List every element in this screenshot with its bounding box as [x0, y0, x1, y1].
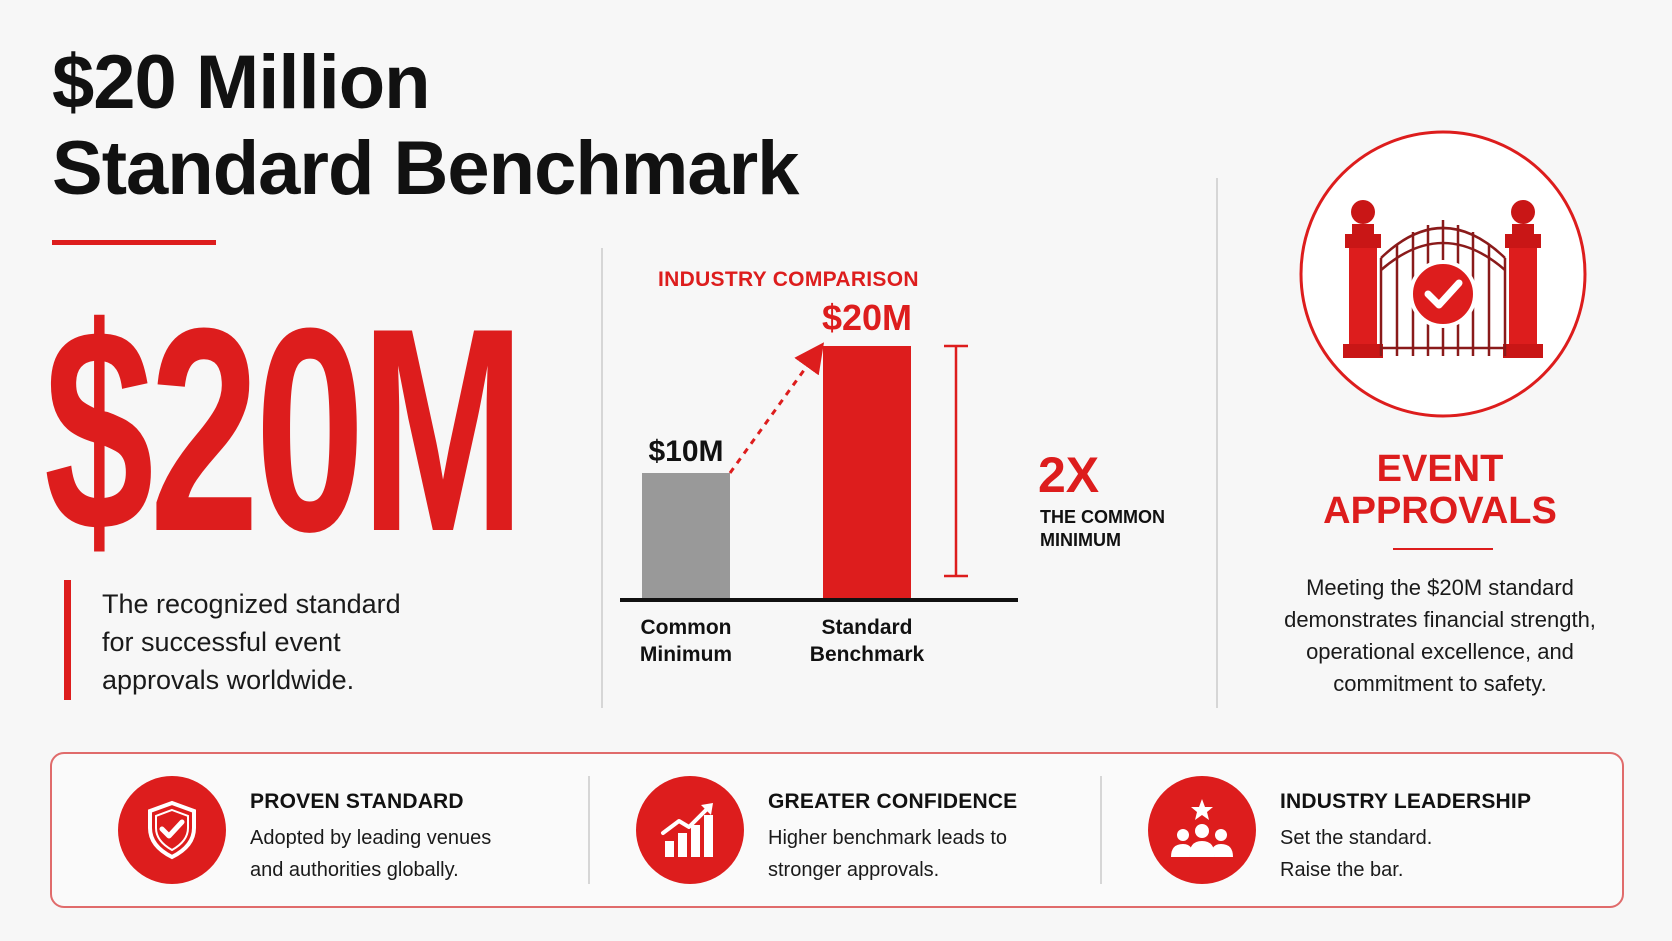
- approvals-desc-line1: Meeting the $20M standard: [1306, 575, 1574, 600]
- feature-separator: [588, 776, 590, 884]
- approvals-desc-line3: operational excellence, and: [1306, 639, 1574, 664]
- column-divider-right: [1216, 178, 1218, 708]
- category-label: Benchmark: [810, 643, 925, 666]
- ratio-label-line2: MINIMUM: [1040, 530, 1121, 550]
- hero-desc-line2: for successful event: [102, 627, 341, 657]
- category-label: Standard: [821, 616, 912, 639]
- bar-1: [823, 346, 911, 600]
- feature-title: GREATER CONFIDENCE: [768, 790, 1018, 813]
- feature-text-line2: and authorities globally.: [250, 859, 459, 881]
- bar-value-label: $10M: [648, 435, 723, 468]
- column-divider-left: [601, 248, 603, 708]
- feature-text-line1: Higher benchmark leads to: [768, 827, 1008, 849]
- ratio-bracket: [944, 344, 968, 578]
- comparison-chart: $10M Common Minimum $20M Standard Benchmark 2…: [620, 300, 1165, 666]
- hero-description: The recognized standard for successful e…: [102, 585, 502, 699]
- approvals-description: Meeting the $20M standard demonstrates f…: [1240, 572, 1640, 700]
- approvals-desc-line4: commitment to safety.: [1333, 671, 1547, 696]
- title-underline: [52, 240, 216, 245]
- page-title-line1: $20 Million: [52, 40, 431, 125]
- feature-text-line2: Raise the bar.: [1280, 859, 1404, 881]
- shield-check-icon: [118, 776, 226, 884]
- chart-heading: INDUSTRY COMPARISON: [658, 268, 919, 291]
- category-label: Minimum: [640, 643, 732, 666]
- growth-chart-icon: [636, 776, 744, 884]
- approvals-title-line1: EVENT: [1376, 448, 1504, 490]
- approvals-underline: [1393, 548, 1493, 550]
- feature-text: Higher benchmark leads to stronger appro…: [768, 822, 1007, 886]
- hero-accent-bar: [64, 580, 71, 700]
- feature-title: PROVEN STANDARD: [250, 790, 464, 813]
- feature-text-line2: stronger approvals.: [768, 859, 940, 881]
- feature-panel: PROVEN STANDARD Adopted by leading venue…: [50, 752, 1624, 908]
- category-label: Common: [641, 616, 732, 639]
- bar-value-label: $20M: [822, 300, 912, 338]
- feature-greater-confidence: GREATER CONFIDENCE Higher benchmark lead…: [592, 754, 1112, 906]
- hero-desc-line1: The recognized standard: [102, 589, 401, 619]
- trend-arrow: [728, 342, 825, 474]
- feature-text-line1: Set the standard.: [1280, 827, 1433, 849]
- feature-separator: [1100, 776, 1102, 884]
- gate-check-icon: [1299, 130, 1587, 418]
- feature-industry-leadership: INDUSTRY LEADERSHIP Set the standard. Ra…: [1104, 754, 1624, 906]
- feature-proven-standard: PROVEN STANDARD Adopted by leading venue…: [52, 754, 582, 906]
- page-title: $20 Million Standard Benchmark: [52, 40, 952, 212]
- hero-value: $20M: [44, 268, 525, 592]
- bar-0: [642, 473, 730, 600]
- feature-text: Adopted by leading venues and authoritie…: [250, 822, 491, 886]
- approvals-title: EVENT APPROVALS: [1240, 448, 1640, 532]
- feature-title: INDUSTRY LEADERSHIP: [1280, 790, 1532, 813]
- ratio-value: 2X: [1038, 447, 1099, 503]
- ratio-label-line1: THE COMMON: [1040, 507, 1165, 527]
- page-title-line2: Standard Benchmark: [52, 126, 799, 211]
- hero-desc-line3: approvals worldwide.: [102, 665, 355, 695]
- feature-text: Set the standard. Raise the bar.: [1280, 822, 1432, 886]
- approvals-title-line2: APPROVALS: [1323, 490, 1557, 532]
- approvals-desc-line2: demonstrates financial strength,: [1284, 607, 1596, 632]
- team-star-icon: [1148, 776, 1256, 884]
- feature-text-line1: Adopted by leading venues: [250, 827, 492, 849]
